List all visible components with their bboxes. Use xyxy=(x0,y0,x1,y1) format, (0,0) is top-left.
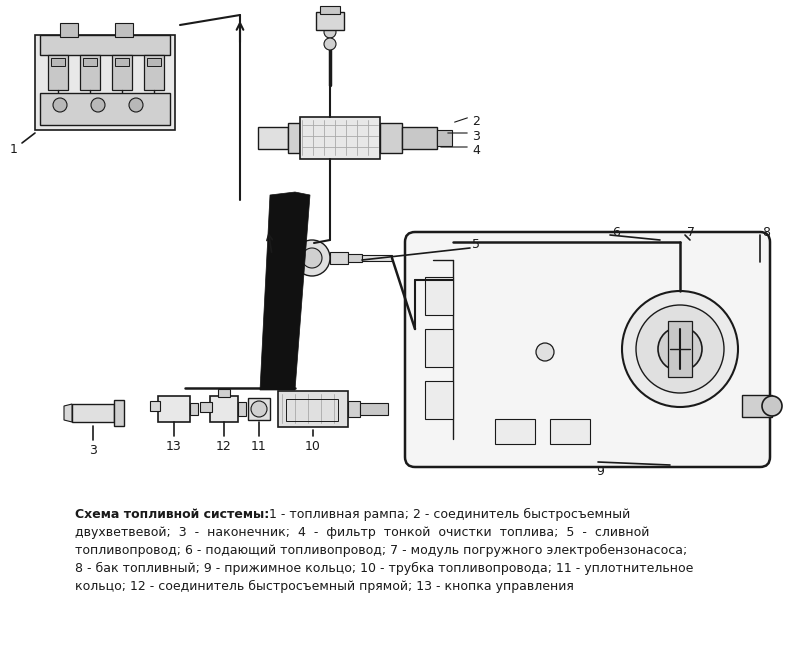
Bar xyxy=(316,12,344,30)
Bar xyxy=(300,117,380,159)
Bar xyxy=(322,8,338,86)
Bar xyxy=(360,403,388,415)
Circle shape xyxy=(324,38,336,50)
Bar xyxy=(437,130,452,146)
Circle shape xyxy=(324,14,336,26)
Bar xyxy=(112,55,132,90)
Text: топливопровод; 6 - подающий топливопровод; 7 - модуль погружного электробензонас: топливопровод; 6 - подающий топливопрово… xyxy=(75,544,687,557)
Bar xyxy=(402,127,437,149)
Bar xyxy=(40,93,170,125)
Circle shape xyxy=(129,98,143,112)
Bar xyxy=(425,381,453,419)
Bar xyxy=(238,402,246,416)
Text: двухветвевой;  3  -  наконечник;  4  -  фильтр  тонкой  очистки  топлива;  5  - : двухветвевой; 3 - наконечник; 4 - фильтр… xyxy=(75,526,650,539)
Bar xyxy=(200,402,212,412)
Text: кольцо; 12 - соединитель быстросъемный прямой; 13 - кнопка управления: кольцо; 12 - соединитель быстросъемный п… xyxy=(75,580,574,593)
Circle shape xyxy=(302,248,322,268)
Bar xyxy=(114,400,124,426)
Text: 1 - топливная рампа; 2 - соединитель быстросъемный: 1 - топливная рампа; 2 - соединитель быс… xyxy=(265,508,630,521)
Bar xyxy=(80,55,100,90)
Circle shape xyxy=(762,396,782,416)
Bar xyxy=(362,255,392,261)
Bar xyxy=(668,321,692,377)
Bar xyxy=(425,329,453,367)
Bar xyxy=(330,252,348,264)
Circle shape xyxy=(251,401,267,417)
Text: 10: 10 xyxy=(305,440,321,453)
Bar xyxy=(380,123,402,153)
Text: 7: 7 xyxy=(687,226,695,239)
Text: 1: 1 xyxy=(10,143,18,156)
Text: 11: 11 xyxy=(251,440,267,453)
Bar xyxy=(550,419,590,444)
Circle shape xyxy=(91,98,105,112)
Circle shape xyxy=(658,327,702,371)
Text: 8 - бак топливный; 9 - прижимное кольцо; 10 - трубка топливопровода; 11 - уплотн: 8 - бак топливный; 9 - прижимное кольцо;… xyxy=(75,562,693,575)
Text: 8: 8 xyxy=(762,226,770,239)
Circle shape xyxy=(536,343,554,361)
Bar xyxy=(248,398,270,420)
Bar xyxy=(147,58,161,66)
Text: 13: 13 xyxy=(166,440,181,453)
Text: 6: 6 xyxy=(612,226,620,239)
Circle shape xyxy=(53,98,67,112)
Bar xyxy=(495,419,535,444)
Polygon shape xyxy=(260,192,310,390)
Bar xyxy=(144,55,164,90)
Text: Схема топливной системы:: Схема топливной системы: xyxy=(75,508,269,521)
Bar xyxy=(742,395,772,417)
Bar xyxy=(35,35,175,130)
Polygon shape xyxy=(64,404,72,422)
Bar xyxy=(258,127,288,149)
Bar xyxy=(425,277,453,315)
Text: 3: 3 xyxy=(89,444,97,457)
FancyBboxPatch shape xyxy=(405,232,770,467)
Bar xyxy=(115,58,129,66)
Bar xyxy=(83,58,97,66)
Circle shape xyxy=(324,26,336,38)
Bar xyxy=(278,391,348,427)
Bar xyxy=(72,404,114,422)
Bar xyxy=(115,23,133,37)
Bar xyxy=(288,123,300,153)
Bar xyxy=(158,396,190,422)
Bar xyxy=(190,403,198,415)
Bar xyxy=(60,23,78,37)
Text: 2: 2 xyxy=(472,115,480,128)
Bar xyxy=(218,389,230,397)
Bar xyxy=(210,396,238,422)
Bar xyxy=(286,399,338,421)
Bar xyxy=(348,254,362,262)
Text: 3: 3 xyxy=(472,130,480,143)
Bar xyxy=(40,35,170,55)
Bar xyxy=(150,401,160,411)
Bar xyxy=(48,55,68,90)
Bar xyxy=(320,6,340,14)
Circle shape xyxy=(636,305,724,393)
Circle shape xyxy=(294,240,330,276)
Text: 12: 12 xyxy=(217,440,232,453)
Circle shape xyxy=(622,291,738,407)
Text: 9: 9 xyxy=(596,465,604,478)
Bar xyxy=(51,58,65,66)
Text: 5: 5 xyxy=(472,239,480,252)
Bar xyxy=(348,401,360,417)
Text: 4: 4 xyxy=(472,144,480,157)
